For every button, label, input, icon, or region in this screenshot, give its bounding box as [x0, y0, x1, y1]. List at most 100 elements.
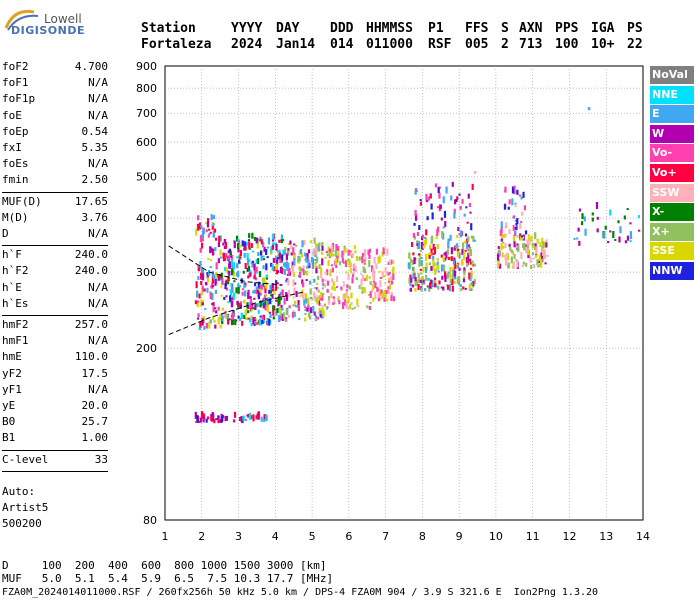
echo-point — [279, 284, 282, 287]
echo-point — [278, 252, 281, 259]
echo-point — [314, 264, 317, 269]
divider — [2, 191, 108, 193]
echo-point — [219, 274, 222, 279]
echo-point — [285, 293, 289, 301]
x-tick-label: 3 — [235, 530, 242, 543]
echo-point — [408, 252, 411, 259]
echo-point — [244, 246, 247, 251]
echo-point — [527, 249, 530, 256]
echo-point — [317, 245, 320, 253]
echo-point — [578, 240, 581, 246]
echo-point — [280, 239, 283, 244]
echo-point — [201, 302, 204, 306]
echo-point — [257, 281, 260, 289]
echo-point — [219, 277, 222, 281]
echo-point — [426, 200, 429, 203]
parameter-value: N/A — [88, 382, 108, 396]
echo-point — [282, 262, 286, 266]
echo-point — [444, 221, 447, 228]
echo-point — [298, 250, 301, 256]
echo-point — [424, 288, 427, 292]
echo-point — [450, 256, 453, 262]
echo-point — [228, 318, 231, 321]
echo-point — [461, 198, 464, 204]
echo-point — [418, 241, 421, 249]
echo-point — [451, 285, 454, 292]
echo-point — [377, 257, 380, 264]
echo-point — [391, 259, 394, 262]
echo-point — [317, 300, 321, 305]
echo-point — [532, 257, 535, 260]
parameter-row: h`Es N/A — [2, 297, 108, 311]
echo-point — [210, 415, 213, 422]
echo-point — [270, 262, 273, 267]
echo-point — [211, 412, 214, 419]
echo-point — [276, 255, 279, 258]
echo-point — [280, 267, 284, 274]
parameter-row: foF1 N/A — [2, 76, 108, 90]
echo-point — [316, 256, 319, 263]
echo-point — [205, 282, 208, 286]
echo-point — [468, 283, 471, 291]
echo-point — [428, 286, 431, 289]
echo-point — [248, 247, 251, 250]
echo-point — [274, 242, 277, 246]
echo-point — [301, 240, 304, 248]
echo-point — [294, 282, 297, 285]
echo-point — [254, 304, 257, 311]
echo-point — [265, 274, 268, 278]
echo-point — [540, 252, 543, 258]
echo-point — [200, 291, 203, 296]
echo-point — [276, 307, 279, 313]
echo-point — [197, 300, 200, 303]
echo-point — [361, 258, 364, 264]
echo-point — [408, 262, 412, 268]
echo-point — [430, 266, 433, 272]
echo-point — [276, 286, 279, 289]
echo-point — [270, 246, 273, 254]
echo-point — [199, 235, 202, 243]
echo-point — [469, 258, 472, 262]
echo-point — [520, 251, 523, 259]
echo-point — [532, 264, 536, 269]
echo-point — [356, 298, 359, 306]
header-label: S — [501, 21, 509, 36]
echo-point — [583, 216, 586, 222]
echo-point — [237, 240, 241, 243]
echo-point — [210, 285, 213, 289]
echo-point — [456, 262, 459, 266]
echo-point — [329, 251, 332, 257]
echo-point — [211, 270, 214, 278]
echo-point — [335, 286, 339, 289]
echo-point — [259, 236, 262, 241]
parameter-name: h`F2 — [2, 264, 29, 278]
echo-point — [302, 292, 305, 297]
echo-point — [327, 246, 330, 253]
echo-point — [215, 272, 218, 279]
echo-point — [363, 287, 366, 294]
parameter-row: hmE 110.0 — [2, 350, 108, 364]
echo-point — [612, 231, 615, 239]
echo-point — [314, 258, 317, 261]
echo-point — [349, 252, 352, 256]
echo-point — [307, 304, 310, 312]
echo-point — [225, 415, 228, 421]
echo-point — [513, 253, 516, 259]
divider — [2, 315, 108, 316]
echo-point — [217, 274, 220, 281]
echo-point — [322, 310, 325, 317]
echo-point — [253, 319, 257, 322]
echo-point — [256, 241, 259, 249]
echo-point — [216, 275, 219, 278]
echo-point — [511, 198, 514, 206]
echo-point — [468, 203, 472, 208]
echo-point — [327, 299, 331, 305]
echo-point — [231, 321, 234, 325]
parameter-row: B0 25.7 — [2, 415, 108, 429]
echo-point — [199, 272, 203, 279]
echo-point — [194, 411, 197, 419]
echo-point — [424, 267, 428, 274]
echo-point — [372, 269, 375, 277]
echo-point — [278, 254, 281, 258]
echo-point — [278, 315, 282, 321]
